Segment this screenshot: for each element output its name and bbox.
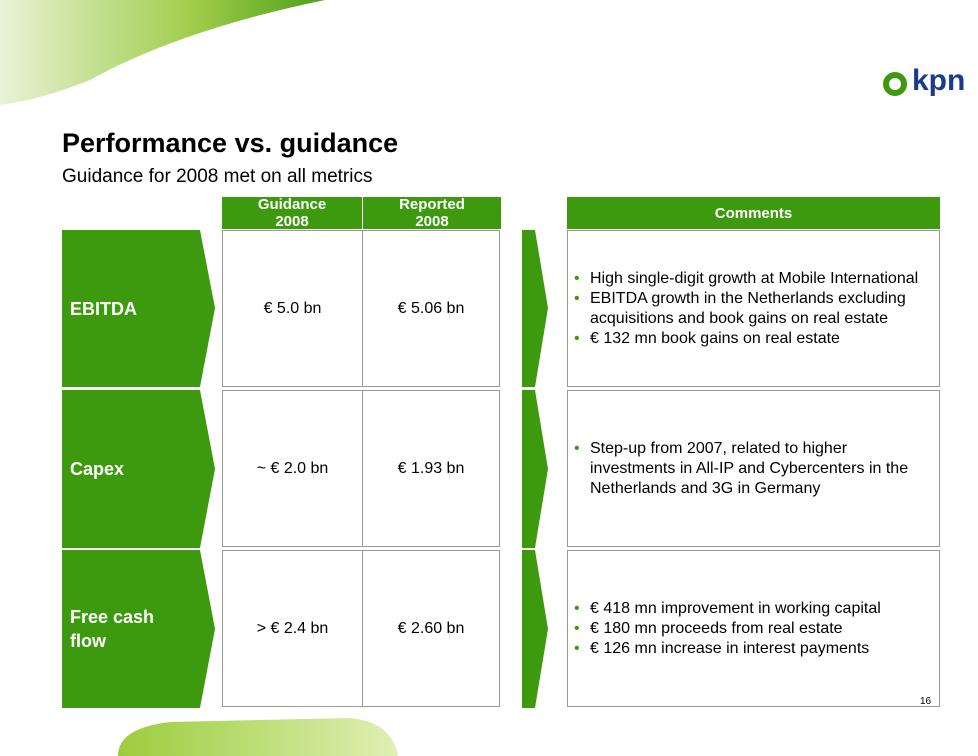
column-header-text: Guidance 2008 — [252, 196, 332, 230]
comment: Step-up from 2007, related to higher inv… — [590, 439, 933, 499]
column-header-text: Reported 2008 — [392, 196, 472, 230]
guidance-cell: ~ € 2.0 bn — [222, 390, 363, 547]
comment: High single-digit growth at Mobile Inter… — [590, 269, 933, 289]
title: Performance vs. guidance — [62, 128, 398, 159]
comments-cell: € 418 mn improvement in working capital€… — [567, 550, 940, 707]
subtitle: Guidance for 2008 met on all metrics — [62, 166, 373, 188]
column-header: Reported 2008 — [362, 197, 501, 229]
guidance-cell: > € 2.4 bn — [222, 550, 363, 707]
comment-list: Step-up from 2007, related to higher inv… — [568, 439, 939, 499]
column-header: Guidance 2008 — [222, 197, 362, 229]
reported-cell: € 5.06 bn — [362, 230, 500, 387]
column-header: Comments — [567, 197, 940, 229]
slide: kpn Performance vs. guidance Guidance fo… — [0, 0, 978, 756]
swoosh — [0, 0, 325, 105]
column-header-text: Comments — [715, 205, 793, 222]
comment-list: € 418 mn improvement in working capital€… — [568, 599, 887, 659]
comment: € 418 mn improvement in working capital — [590, 599, 881, 619]
comment: € 132 mn book gains on real estate — [590, 329, 933, 349]
reported-cell: € 1.93 bn — [362, 390, 500, 547]
comment: € 180 mn proceeds from real estate — [590, 619, 881, 639]
blob — [118, 718, 398, 756]
comment-list: High single-digit growth at Mobile Inter… — [568, 269, 939, 349]
comment: EBITDA growth in the Netherlands excludi… — [590, 289, 933, 329]
metric-label: Capex — [70, 390, 190, 547]
logo-icon-inner — [889, 78, 901, 90]
metric-label: EBITDA — [70, 230, 190, 387]
comments-cell: High single-digit growth at Mobile Inter… — [567, 230, 940, 387]
page-number: 16 — [920, 696, 931, 707]
comments-cell: Step-up from 2007, related to higher inv… — [567, 390, 940, 547]
logo-text: kpn — [912, 64, 965, 98]
guidance-cell: € 5.0 bn — [222, 230, 363, 387]
reported-cell: € 2.60 bn — [362, 550, 500, 707]
comment: € 126 mn increase in interest payments — [590, 639, 881, 659]
metric-label: Free cash flow — [70, 550, 190, 707]
